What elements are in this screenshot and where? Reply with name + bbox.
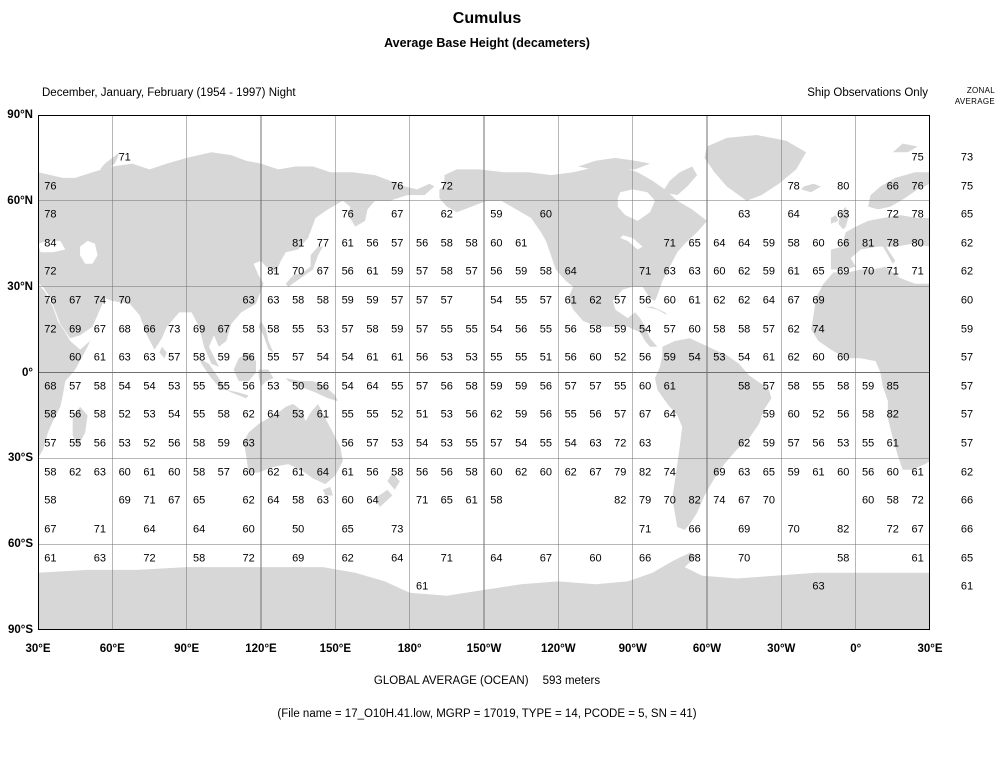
zonal-average-value: 62 [960,237,974,250]
world-map-svg [38,115,930,630]
file-info-label: (File name = 17_O10H.41.low, MGRP = 1701… [277,708,697,720]
lat-axis-label: 90°N [7,109,33,121]
zonal-average-value: 57 [960,437,974,450]
zonal-average-value: 61 [960,580,974,593]
world-map [38,115,930,630]
source-label: Ship Observations Only [807,87,928,99]
zonal-header-line2: AVERAGE [954,97,995,106]
lon-axis-label: 90°E [174,643,200,655]
lon-axis-label: 60°E [99,643,125,655]
chart-subtitle: Average Base Height (decameters) [384,36,590,50]
lon-axis-label: 30°W [767,643,796,655]
lon-axis-label: 120°E [245,643,277,655]
zonal-header-line1: ZONAL [966,86,995,95]
lon-axis-label: 150°E [319,643,352,655]
zonal-average-value: 75 [960,180,974,192]
lat-axis-label: 30°N [7,280,33,293]
period-label: December, January, February (1954 - 1997… [42,87,296,99]
lat-axis-label: 0° [22,366,33,379]
chart-title: Cumulus [452,10,522,27]
zonal-average-value: 66 [960,523,974,536]
zonal-average-value: 62 [960,265,974,278]
zonal-average-value: 65 [960,552,974,564]
lon-axis-label: 60°W [692,643,722,655]
lon-axis-label: 180° [397,643,422,655]
grid-lines [38,115,930,630]
lat-axis-label: 60°N [7,194,33,207]
zonal-average-value: 66 [960,494,974,507]
lon-axis-label: 0° [850,643,862,655]
zonal-average-header: ZONAL AVERAGE [955,85,995,107]
zonal-average-value: 59 [960,323,974,336]
zonal-average-value: 60 [960,294,974,307]
zonal-average-value: 57 [960,351,974,364]
inland-seas [38,189,655,264]
zonal-average-value: 57 [960,380,974,393]
zonal-average-value: 65 [960,208,974,221]
zonal-average-value: 62 [960,466,974,479]
zonal-average-value: 57 [960,408,974,421]
lon-axis-label: 120°W [540,643,576,655]
lat-axis-label: 30°S [7,452,33,465]
global-average-label: GLOBAL AVERAGE (OCEAN) 593 meters [0,675,974,687]
global-average-value: 593 meters [542,675,601,687]
lon-axis-label: 90°W [618,643,647,655]
zonal-average-value: 73 [960,151,974,164]
global-average-text: GLOBAL AVERAGE (OCEAN) [373,675,529,687]
lon-axis-label: 30°E [917,643,943,655]
lat-axis-label: 60°S [7,538,33,551]
lat-axis-label: 90°S [7,624,33,636]
lon-axis-label: 30°E [25,643,51,655]
lon-axis-label: 150°W [466,643,502,655]
